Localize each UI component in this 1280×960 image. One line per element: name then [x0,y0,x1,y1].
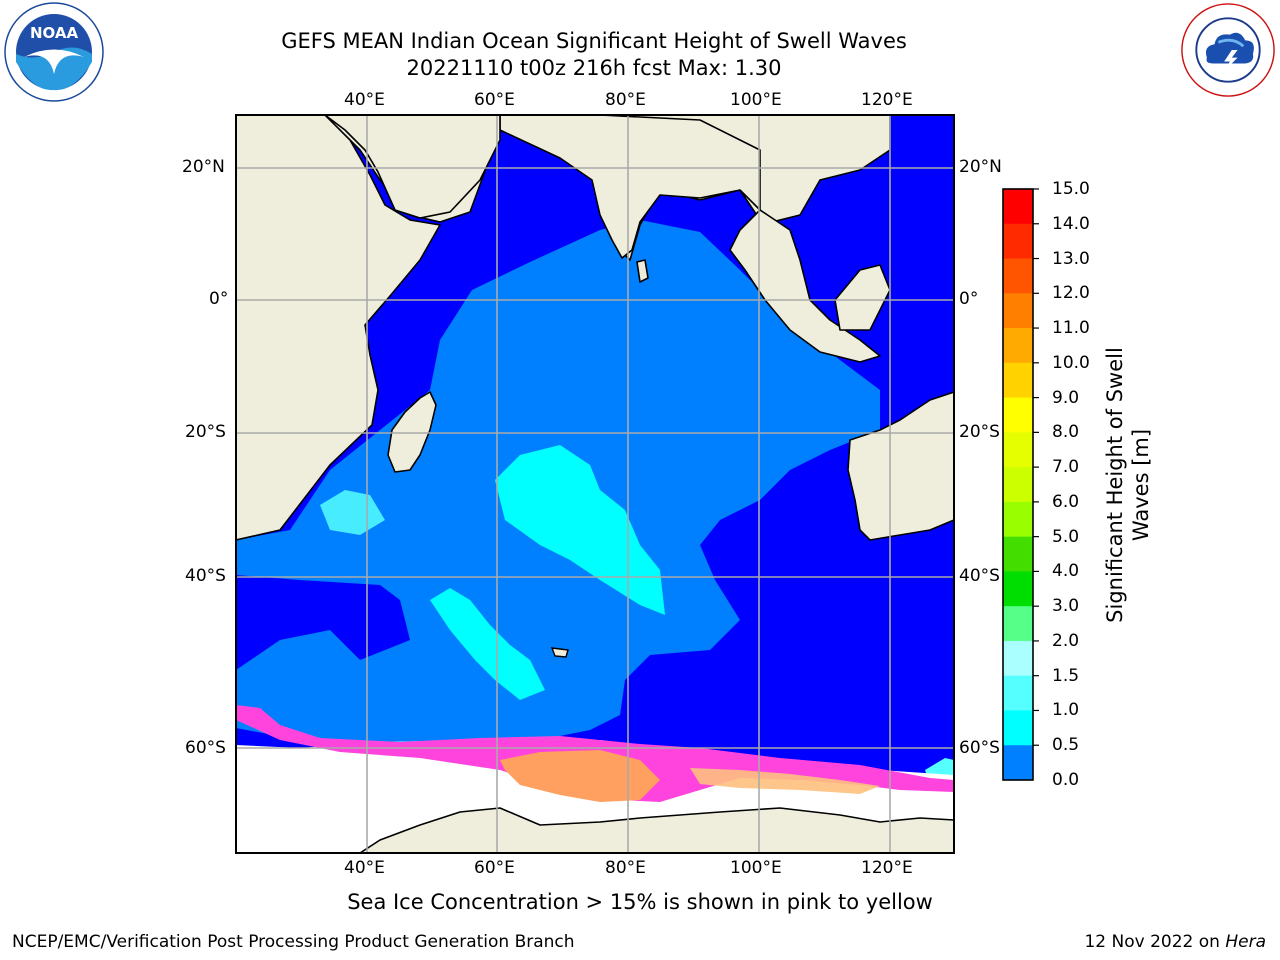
lon-tick-top-60: 60°E [474,90,515,110]
lat-tick-right-20s: 20°S [959,422,1000,442]
lon-tick-top-40: 40°E [344,90,385,110]
colorbar-segment [1003,223,1033,260]
colorbar-label: 13.0 [1052,248,1090,269]
lon-tick-top-100: 100°E [730,90,782,110]
chart-subtitle: 20221110 t00z 216h fcst Max: 1.30 [406,56,782,80]
lon-tick-bottom-40: 40°E [344,858,385,878]
chart-title: GEFS MEAN Indian Ocean Significant Heigh… [281,29,907,53]
swell-band-1-15-a [495,445,665,615]
land-seasia [729,209,881,363]
sea-ice-orange [500,750,660,802]
colorbar-label: 15.0 [1052,179,1090,199]
footer-host: Hera [1225,932,1266,952]
colorbar-label: 6.0 [1052,491,1080,512]
colorbar-segment [1003,258,1033,294]
lon-tick-top-120: 120°E [861,90,913,110]
colorbar-label: 7.0 [1052,457,1080,478]
lat-tick-left-40s: 40°S [185,566,226,586]
lat-tick-right-40s: 40°S [959,566,1000,586]
footer-date-text: 12 Nov 2022 on [1084,932,1226,952]
lon-tick-top-80: 80°E [605,90,646,110]
colorbar-segment [1003,640,1033,677]
colorbar-segment [1003,432,1033,468]
colorbar-label: 14.0 [1052,213,1090,234]
land-india [499,115,761,259]
colorbar-segment [1003,467,1033,503]
colorbar-segment [1003,710,1033,746]
land-madagascar [387,391,437,473]
lon-tick-bottom-120: 120°E [861,858,913,878]
colorbar-label: 3.0 [1052,596,1080,617]
footer-branch: NCEP/EMC/Verification Post Processing Pr… [12,932,575,952]
sea-ice-note: Sea Ice Concentration > 15% is shown in … [347,890,933,914]
colorbar-label: 1.5 [1052,665,1080,686]
colorbar-label: 2.0 [1052,630,1080,651]
sea-ice-orange-b [690,768,880,794]
lon-tick-bottom-100: 100°E [730,858,782,878]
lat-tick-left-20s: 20°S [185,422,226,442]
colorbar-segment [1003,571,1033,607]
colorbar-frame [1002,188,1034,781]
colorbar-segment [1003,675,1033,711]
lat-tick-right-0: 0° [959,289,979,309]
land-arabia [323,115,501,219]
swell-band-1-15-b [430,588,545,700]
colorbar-segment [1003,606,1033,642]
noaa-logo: NOAA [4,2,104,102]
land-australia [847,391,954,541]
lat-tick-right-60s: 60°S [959,738,1000,758]
colorbar-label: 5.0 [1052,526,1080,547]
colorbar-segment [1003,189,1033,225]
colorbar-label: 0.0 [1052,770,1080,790]
footer-date: 12 Nov 2022 on Hera [1084,932,1266,952]
colorbar-label: 8.0 [1052,422,1080,443]
lat-tick-left-60s: 60°S [185,738,226,758]
colorbar-segment [1003,293,1033,329]
colorbar-label: 9.0 [1052,387,1080,408]
colorbar-title: Significant Height of Swell Waves [m] [1103,347,1153,623]
colorbar-segment [1003,501,1033,538]
lon-tick-bottom-80: 80°E [605,858,646,878]
gridlines [236,115,954,853]
colorbar-label: 12.0 [1052,283,1090,304]
land-kerguelen [550,647,569,658]
colorbar [1003,188,1039,781]
colorbar-label: 0.5 [1052,735,1080,756]
colorbar-segment [1003,397,1033,433]
lat-tick-left-20n: 20°N [182,157,225,177]
colorbar-label: 10.0 [1052,352,1090,373]
colorbar-segment [1003,328,1033,364]
map-frame [235,114,955,854]
land-antarctica [236,807,954,853]
noaa-logo-text: NOAA [30,24,79,42]
colorbar-segment [1003,362,1033,399]
colorbar-label: 4.0 [1052,561,1080,582]
lon-tick-bottom-60: 60°E [474,858,515,878]
nws-logo [1181,3,1275,97]
colorbar-segment [1003,745,1033,781]
land-srilanka [636,259,649,283]
colorbar-label: 1.0 [1052,700,1080,721]
colorbar-label: 11.0 [1052,318,1090,339]
lat-tick-left-0: 0° [209,289,229,309]
colorbar-segment [1003,536,1033,572]
lat-tick-right-20n: 20°N [959,157,1002,177]
swell-band-1-15-c [320,490,385,535]
